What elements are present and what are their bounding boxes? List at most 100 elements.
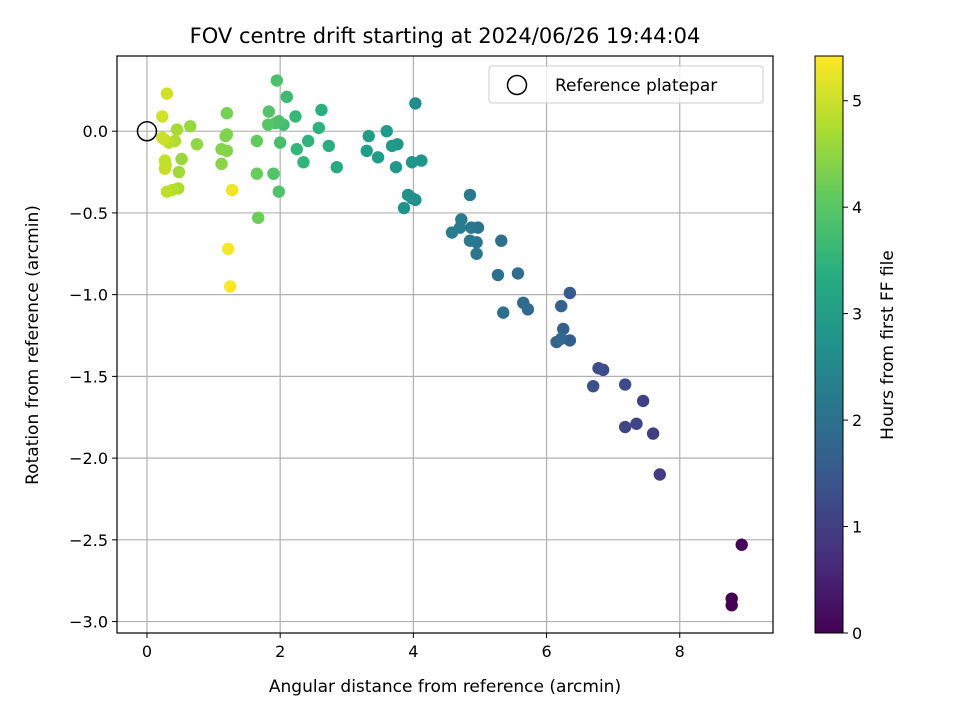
data-point — [465, 221, 478, 234]
y-axis-label: Rotation from reference (arcmin) — [23, 205, 43, 485]
colorbar-tick-label: 1 — [852, 518, 862, 537]
data-point — [220, 107, 234, 120]
data-point — [405, 156, 419, 169]
legend-box — [488, 65, 764, 104]
colorbar-label: Hours from first FF file — [878, 250, 898, 440]
data-point — [470, 247, 483, 260]
colorbar-ticks: 0 1 2 3 4 5 — [843, 92, 862, 643]
data-point — [646, 427, 660, 440]
data-point — [184, 120, 197, 133]
x-tick-label: 0 — [142, 642, 152, 661]
data-point — [315, 103, 328, 117]
y-tick-label: −0.5 — [69, 204, 108, 223]
data-point — [170, 123, 184, 136]
data-point — [330, 160, 343, 174]
x-tick-label: 4 — [408, 642, 418, 661]
data-point — [735, 538, 748, 551]
x-axis-ticks: 0 2 4 6 8 — [142, 633, 685, 661]
data-point — [175, 152, 188, 166]
grid-lines — [117, 56, 773, 633]
chart-title: FOV centre drift starting at 2024/06/26 … — [190, 24, 701, 48]
data-point — [415, 154, 428, 167]
data-point — [190, 138, 204, 151]
data-point — [301, 134, 315, 148]
legend-entry-reference: Reference platepar — [555, 76, 717, 96]
colorbar-tick-label: 0 — [852, 624, 862, 643]
data-point — [362, 129, 375, 143]
data-point — [563, 286, 577, 300]
data-point — [222, 242, 235, 256]
data-point — [261, 118, 275, 131]
x-tick-label: 2 — [275, 642, 285, 661]
colorbar-tick-label: 4 — [852, 198, 862, 217]
data-point — [290, 142, 304, 156]
data-point — [250, 167, 264, 180]
data-point — [618, 420, 632, 434]
data-point — [312, 121, 325, 135]
colorbar: 0 1 2 3 4 5 Hours from first FF file — [814, 55, 898, 643]
reference-marker-layer — [136, 120, 158, 142]
data-point — [497, 306, 510, 319]
data-point — [219, 129, 232, 143]
data-point — [725, 599, 738, 612]
y-tick-label: −1.0 — [69, 286, 108, 305]
data-point — [226, 183, 239, 197]
data-point — [156, 131, 169, 144]
data-point — [215, 157, 228, 171]
data-point — [380, 124, 393, 138]
data-point — [557, 322, 570, 336]
data-point — [389, 160, 403, 174]
data-point — [272, 185, 286, 198]
data-point — [262, 105, 276, 118]
data-point — [555, 299, 568, 313]
x-axis-label: Angular distance from reference (arcmin) — [269, 677, 621, 697]
data-point — [586, 379, 600, 393]
data-point — [297, 156, 310, 169]
data-point — [592, 362, 605, 375]
plot-frame — [116, 55, 774, 634]
data-point — [156, 110, 169, 123]
data-point — [463, 188, 477, 202]
data-point — [158, 162, 172, 175]
colorbar-tick-label: 2 — [852, 411, 862, 430]
colorbar-gradient — [814, 55, 844, 634]
data-point — [267, 167, 280, 180]
reference-marker — [136, 120, 158, 142]
data-point — [385, 139, 399, 153]
data-point — [618, 378, 632, 391]
data-point — [172, 165, 186, 179]
data-point — [250, 134, 264, 148]
y-tick-label: −2.0 — [69, 449, 108, 468]
data-point — [371, 151, 385, 164]
data-point — [273, 136, 287, 149]
data-point — [636, 394, 650, 408]
data-point — [160, 185, 174, 198]
data-point — [224, 280, 237, 293]
data-point — [360, 144, 373, 158]
data-point — [322, 139, 335, 153]
y-axis-ticks: 0.0 −0.5 −1.0 −1.5 −2.0 −2.5 −3.0 — [69, 122, 117, 632]
data-point — [495, 234, 508, 247]
legend-reference-marker — [506, 74, 528, 96]
x-tick-label: 6 — [541, 642, 551, 661]
y-tick-label: −2.5 — [69, 531, 108, 550]
data-point — [491, 268, 505, 282]
colorbar-tick-label: 3 — [852, 305, 862, 324]
y-tick-label: 0.0 — [83, 122, 108, 141]
data-point — [160, 87, 174, 100]
data-point — [397, 201, 411, 215]
data-point — [653, 468, 666, 481]
data-point — [511, 267, 525, 280]
data-point — [401, 188, 415, 202]
data-point — [463, 234, 477, 247]
y-tick-label: −3.0 — [69, 613, 108, 632]
data-point — [445, 226, 459, 239]
data-point — [555, 332, 568, 345]
colorbar-tick-label: 5 — [852, 92, 862, 111]
data-point — [289, 110, 302, 123]
data-point — [409, 97, 422, 110]
y-tick-label: −1.5 — [69, 367, 108, 386]
data-point — [251, 211, 265, 225]
legend: Reference platepar — [488, 65, 764, 104]
